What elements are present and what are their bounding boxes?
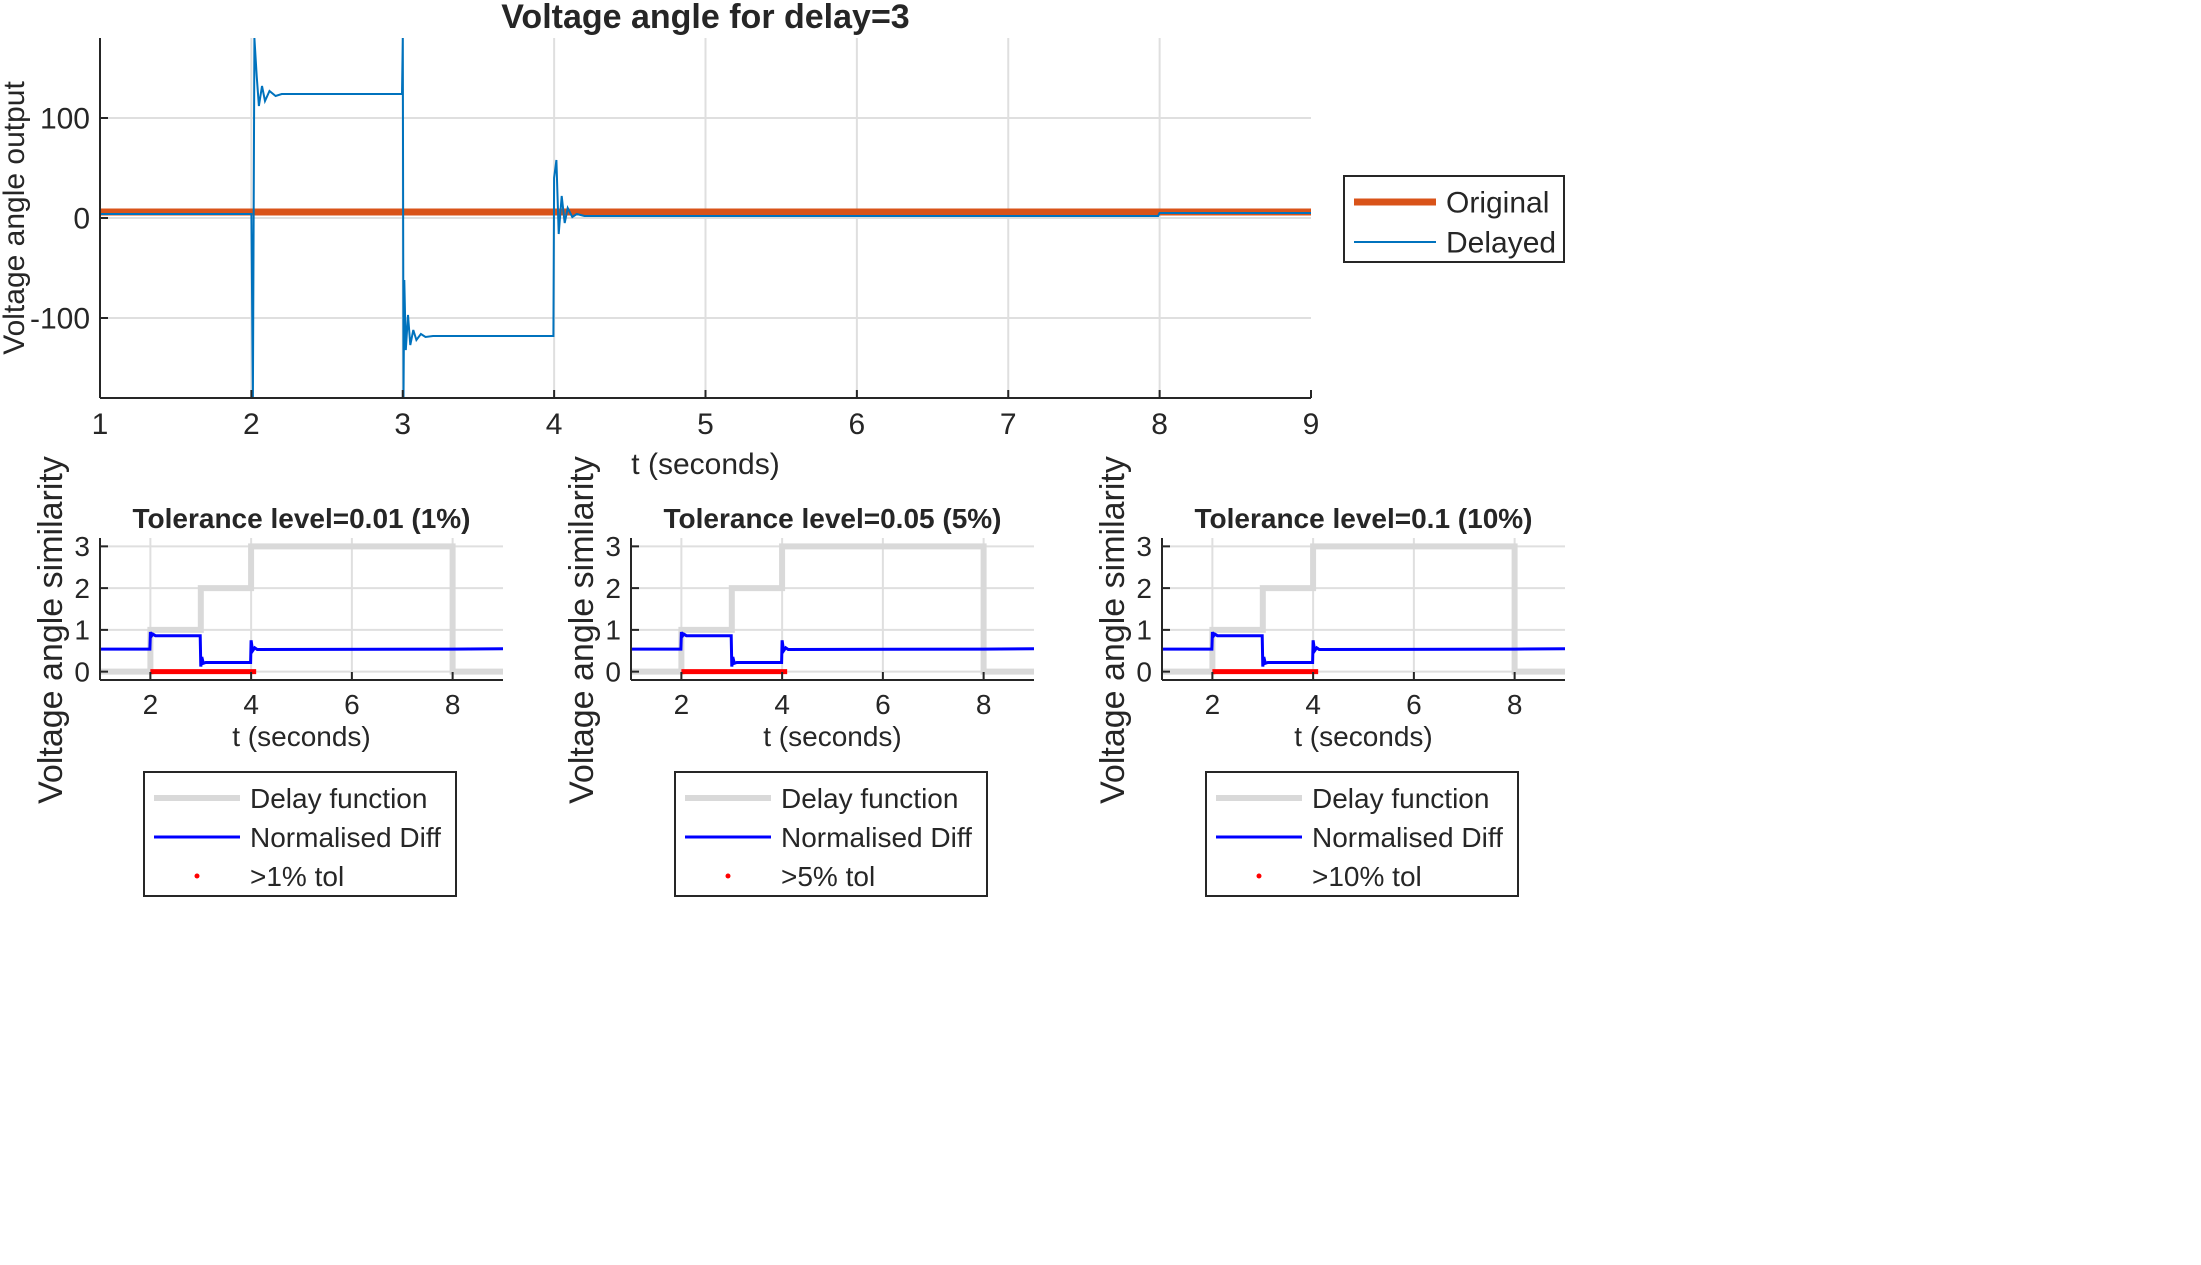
legend: Delay function Normalised Diff >5% tol	[674, 771, 988, 897]
x-axis-label: t (seconds)	[763, 721, 902, 752]
y-tick-label: 0	[605, 656, 621, 687]
y-tick-label: 1	[74, 615, 90, 646]
x-tick-label: 4	[1305, 689, 1321, 720]
y-tick-label: 3	[1136, 531, 1152, 562]
legend-label: Original	[1446, 187, 1549, 220]
x-tick-label: 5	[697, 408, 714, 441]
x-tick-label: 3	[394, 408, 411, 441]
x-tick-label: 2	[1205, 689, 1221, 720]
x-tick-label: 8	[445, 689, 461, 720]
legend-label: Normalised Diff	[1312, 822, 1503, 853]
y-tick-label: 2	[1136, 573, 1152, 604]
series-group	[100, 543, 503, 675]
legend-marker	[725, 873, 731, 879]
y-tick-label: 2	[74, 573, 90, 604]
chart-title: Tolerance level=0.1 (10%)	[1195, 503, 1533, 534]
x-tick-label: 6	[1406, 689, 1422, 720]
x-tick-label: 1	[92, 408, 109, 441]
legend-marker	[1256, 873, 1262, 879]
chart-4: 2 4 6 8 0 1 2 3 Tolerance level=0.1 (10%) t (seco…	[1094, 456, 1565, 897]
chart-1: 1 2 3 4 5 6 7 8 9 -100 0 100 Voltage angle for delay…	[0, 0, 1565, 481]
series-delay-function	[1162, 543, 1565, 675]
y-tick-label: 3	[605, 531, 621, 562]
plot-area	[100, 538, 503, 680]
chart-3: 2 4 6 8 0 1 2 3 Tolerance level=0.05 (5%) t (seco…	[563, 456, 1034, 897]
y-tick-label: 3	[74, 531, 90, 562]
legend-label: >1% tol	[250, 861, 344, 892]
legend-box	[1343, 175, 1565, 263]
legend-label: Normalised Diff	[250, 822, 441, 853]
x-tick-label: 8	[1507, 689, 1523, 720]
legend-label: Normalised Diff	[781, 822, 972, 853]
legend-label: Delay function	[250, 783, 427, 814]
legend-label: >5% tol	[781, 861, 875, 892]
legend: Delay function Normalised Diff >10% tol	[1205, 771, 1519, 897]
series-delay-function	[631, 543, 1034, 675]
x-tick-label: 2	[243, 408, 260, 441]
y-axis-label: Voltage angle output	[0, 81, 31, 355]
legend-marker	[194, 873, 200, 879]
series-delayed	[100, 38, 1311, 398]
legend: Delay function Normalised Diff >1% tol	[143, 771, 457, 897]
legend-label: Delay function	[1312, 783, 1489, 814]
series-normalised-diff	[1162, 631, 1565, 667]
series-normalised-diff	[100, 631, 503, 667]
series-normalised-diff	[631, 631, 1034, 667]
y-tick-label: 0	[1136, 656, 1152, 687]
x-tick-label: 6	[875, 689, 891, 720]
chart-title: Tolerance level=0.05 (5%)	[664, 503, 1002, 534]
legend-label: Delayed	[1446, 227, 1556, 260]
y-tick-label: 100	[40, 103, 90, 136]
x-axis-label: t (seconds)	[1294, 721, 1433, 752]
y-tick-label: 0	[74, 656, 90, 687]
chart-2: 2 4 6 8 0 1 2 3 Tolerance level=0.01 (1%) t (seco…	[32, 456, 503, 897]
y-tick-label: 1	[605, 615, 621, 646]
x-tick-label: 6	[344, 689, 360, 720]
x-tick-label: 2	[143, 689, 159, 720]
chart-title: Voltage angle for delay=3	[501, 0, 909, 36]
y-tick-label: 0	[73, 203, 90, 236]
series-delay-function	[100, 543, 503, 675]
y-tick-label: 1	[1136, 615, 1152, 646]
y-tick-label: 2	[605, 573, 621, 604]
series-group	[100, 38, 1311, 398]
x-tick-label: 6	[849, 408, 866, 441]
x-tick-label: 2	[674, 689, 690, 720]
legend-label: Delay function	[781, 783, 958, 814]
x-tick-label: 8	[1151, 408, 1168, 441]
grid-lines	[100, 38, 1311, 398]
x-tick-label: 4	[546, 408, 563, 441]
chart-title: Tolerance level=0.01 (1%)	[133, 503, 471, 534]
y-axis-label: Voltage angle similarity	[32, 456, 70, 804]
y-axis-label: Voltage angle similarity	[1094, 456, 1132, 804]
y-axis-label: Voltage angle similarity	[563, 456, 601, 804]
plot-area	[1162, 538, 1565, 680]
x-tick-label: 4	[774, 689, 790, 720]
legend: Original Delayed	[1343, 175, 1565, 263]
x-tick-label: 7	[1000, 408, 1017, 441]
x-axis-label: t (seconds)	[232, 721, 371, 752]
x-tick-label: 9	[1303, 408, 1320, 441]
legend-label: >10% tol	[1312, 861, 1422, 892]
series-group	[631, 543, 1034, 675]
x-axis-label: t (seconds)	[631, 448, 779, 481]
plot-area	[631, 538, 1034, 680]
x-tick-label: 8	[976, 689, 992, 720]
y-tick-label: -100	[30, 303, 90, 336]
series-group	[1162, 543, 1565, 675]
x-tick-label: 4	[243, 689, 259, 720]
